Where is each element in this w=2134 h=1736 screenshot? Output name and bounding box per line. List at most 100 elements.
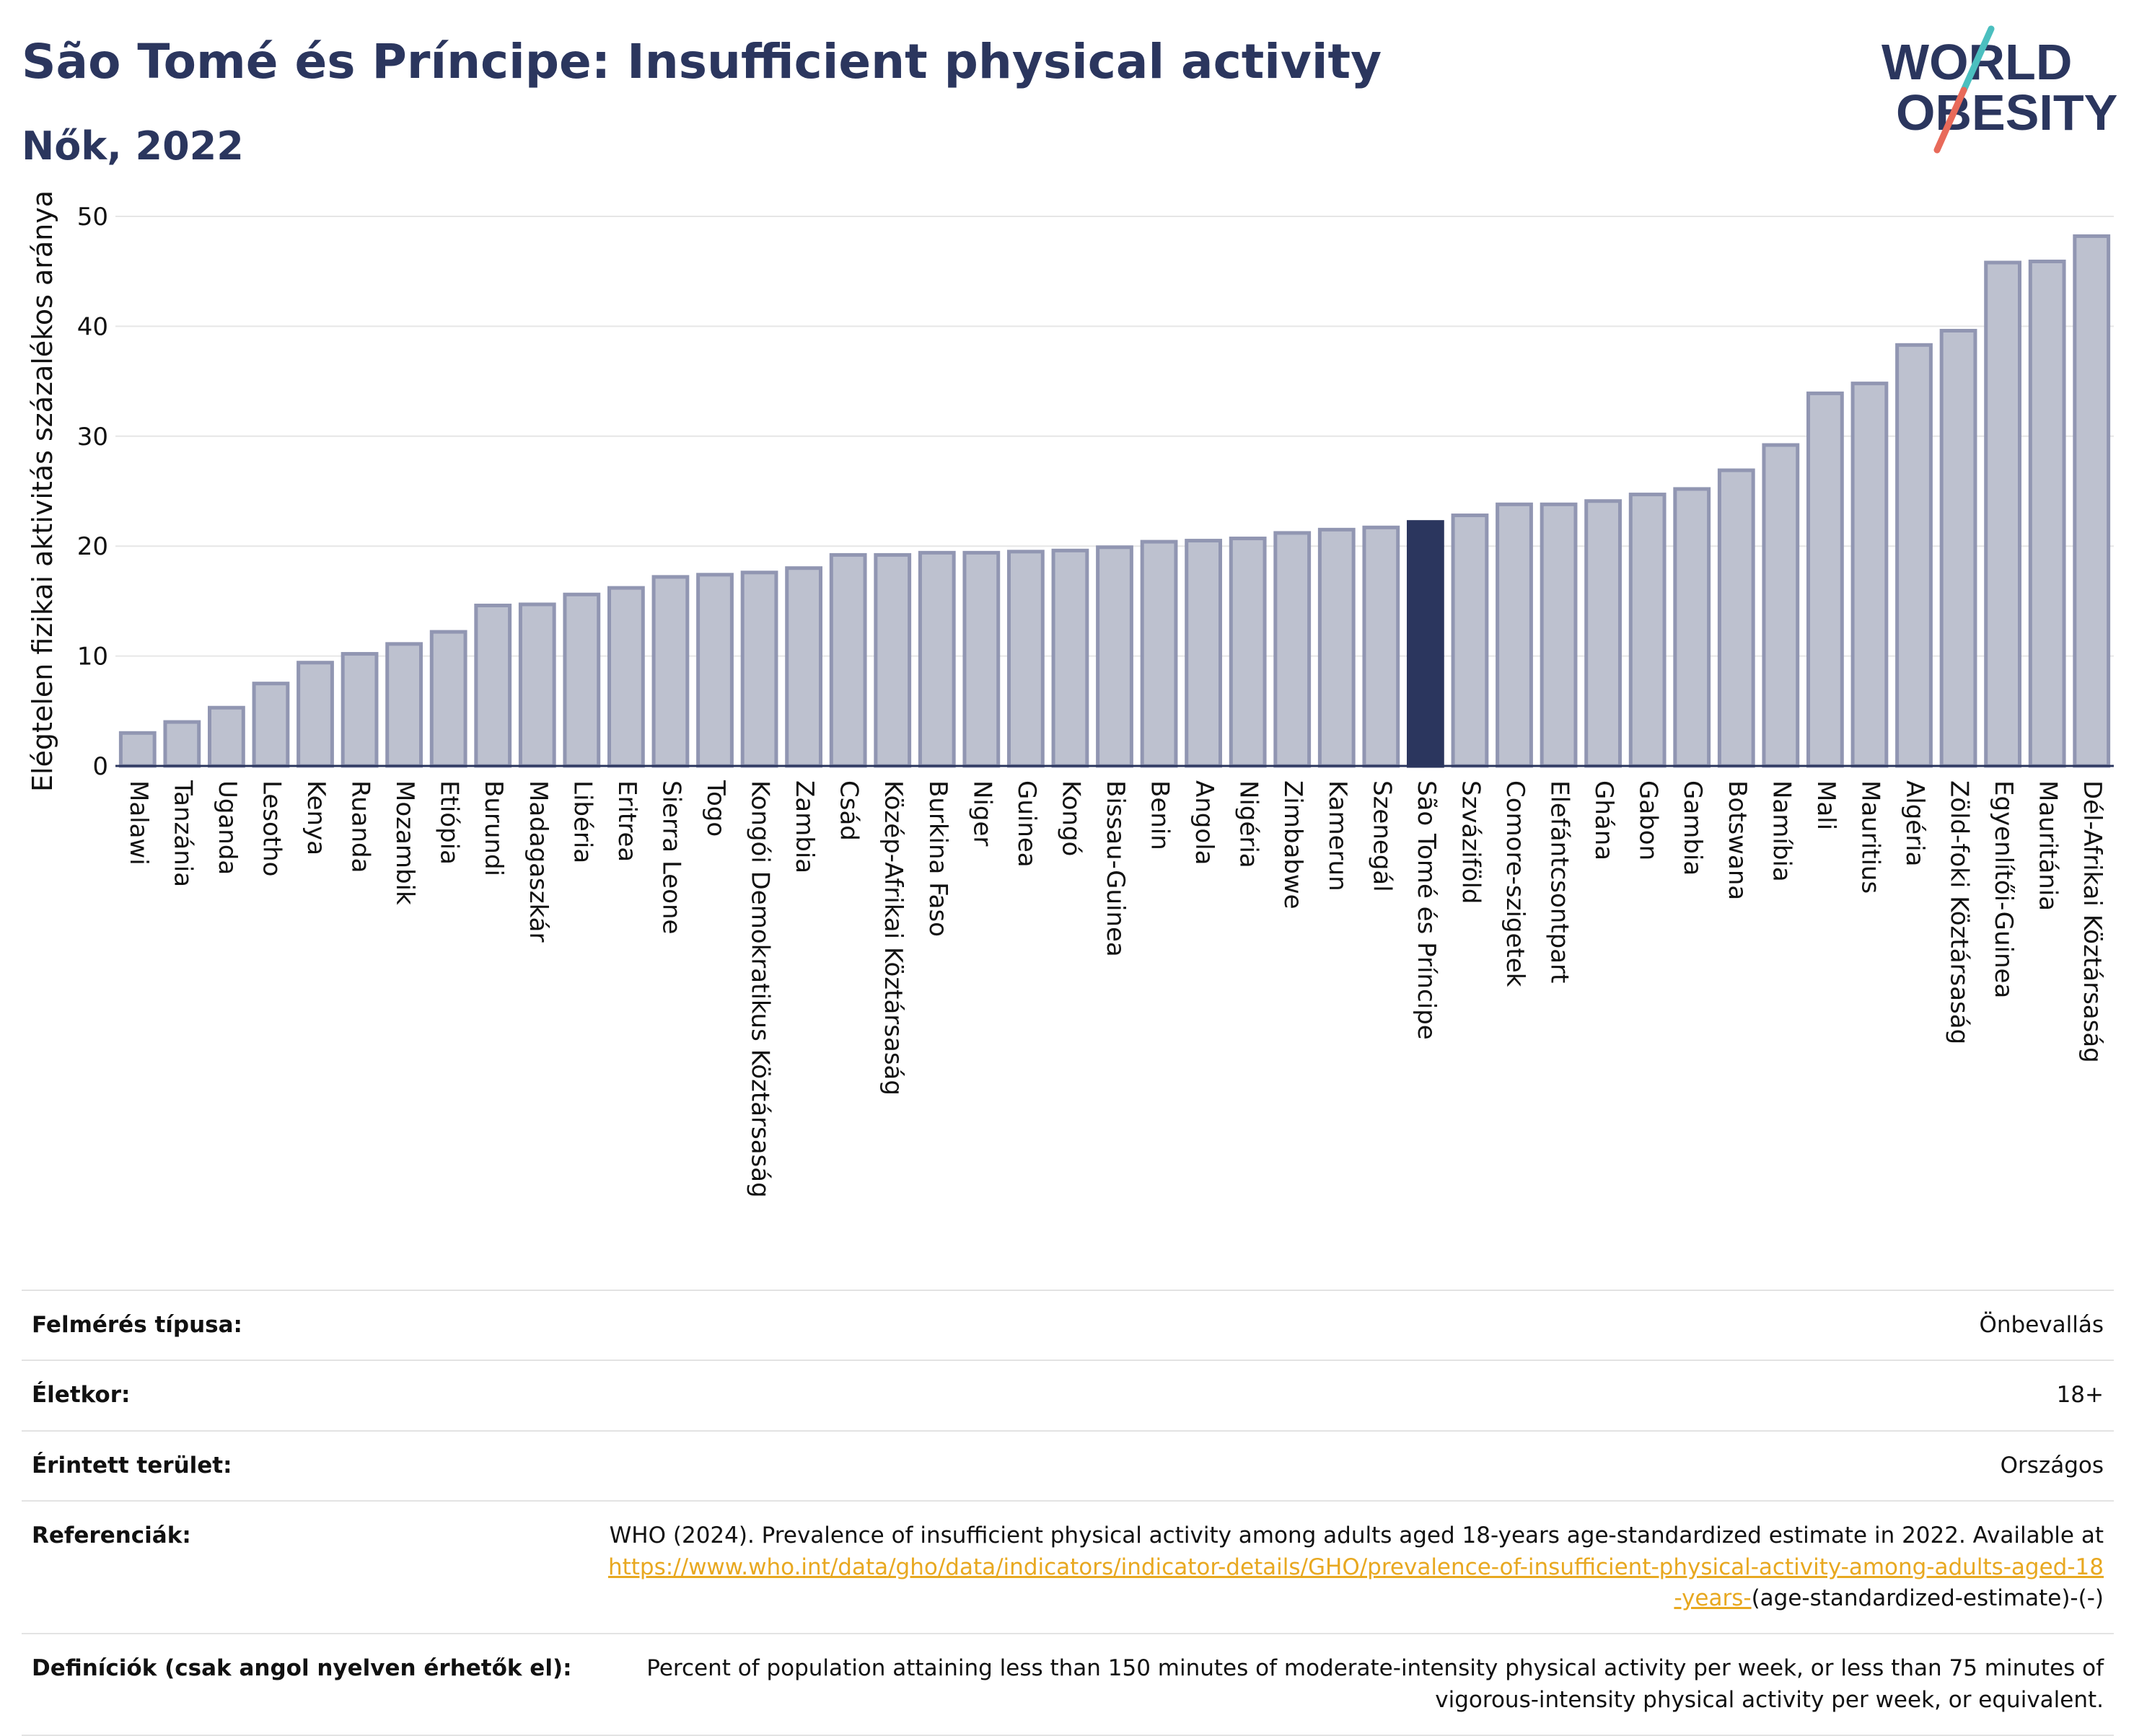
info-table: Felmérés típusa: Önbevallás Életkor: 18+… bbox=[22, 1289, 2114, 1736]
x-tick-label: Tanzánia bbox=[168, 780, 197, 887]
x-tick-label: Gambia bbox=[1678, 780, 1707, 876]
x-tick-label: Dél-Afrikai Köztársaság bbox=[2078, 780, 2107, 1063]
x-tick-label: Angola bbox=[1190, 780, 1219, 865]
x-tick-label: Madagaszkár bbox=[524, 780, 553, 942]
x-tick-label: Burkina Faso bbox=[923, 780, 952, 937]
bar bbox=[1051, 548, 1089, 768]
x-tick-label: Libéria bbox=[568, 780, 597, 863]
x-tick-label: Algéria bbox=[1900, 780, 1929, 866]
bar bbox=[1496, 502, 1533, 768]
x-tick-label: Niger bbox=[967, 780, 996, 846]
x-tick-label: Namíbia bbox=[1767, 780, 1796, 882]
bar bbox=[1096, 545, 1133, 768]
bar bbox=[1006, 550, 1045, 768]
bar bbox=[1939, 328, 1977, 768]
bar bbox=[607, 586, 645, 768]
x-tick-label: Mauritius bbox=[1856, 780, 1884, 894]
chart-title: São Tomé és Príncipe: Insufficient physi… bbox=[22, 34, 1382, 89]
bar bbox=[1984, 260, 2022, 768]
info-row-area: Érintett terület: Országos bbox=[22, 1429, 2114, 1502]
bar bbox=[1317, 527, 1356, 768]
y-tick-label: 50 bbox=[77, 203, 108, 232]
x-tick-label: Elefántcsontpart bbox=[1545, 780, 1574, 983]
x-tick-label: Comore-szigetek bbox=[1501, 780, 1529, 987]
x-tick-label: Szváziföld bbox=[1456, 780, 1485, 904]
bar bbox=[962, 550, 1001, 768]
x-tick-label: Zimbabwe bbox=[1278, 780, 1307, 909]
x-tick-label: Kenya bbox=[302, 780, 330, 855]
x-tick-label: Malawi bbox=[124, 780, 153, 865]
info-row-definitions: Definíciók (csak angol nyelven érhetők e… bbox=[22, 1633, 2114, 1736]
x-tick-label: Nigéria bbox=[1234, 780, 1263, 868]
x-tick-label: Ruanda bbox=[346, 780, 375, 873]
bar bbox=[2073, 234, 2111, 768]
x-tick-label: Benin bbox=[1146, 780, 1174, 850]
bar bbox=[1850, 382, 1889, 768]
bar bbox=[1540, 502, 1578, 768]
bar bbox=[1185, 539, 1223, 768]
x-tick-label: Bissau-Guinea bbox=[1101, 780, 1130, 957]
bar bbox=[563, 592, 601, 768]
bar bbox=[518, 602, 556, 768]
info-value: WHO (2024). Prevalence of insufficient p… bbox=[590, 1500, 2114, 1634]
x-tick-label: Közép-Afrikai Köztársaság bbox=[879, 780, 908, 1096]
bar bbox=[785, 566, 823, 768]
y-tick-label: 30 bbox=[77, 423, 108, 451]
x-tick-label: Zöld-foki Köztársaság bbox=[1945, 780, 1974, 1044]
x-tick-label: Szenegál bbox=[1367, 780, 1396, 892]
reference-text: WHO (2024). Prevalence of insufficient p… bbox=[609, 1523, 2104, 1549]
x-tick-label: Kongó bbox=[1056, 780, 1085, 856]
bar bbox=[874, 552, 912, 768]
info-row-references: Referenciák: WHO (2024). Prevalence of i… bbox=[22, 1500, 2114, 1634]
x-tick-label: Kamerun bbox=[1323, 780, 1352, 891]
bar bbox=[118, 731, 157, 768]
y-tick-label: 20 bbox=[77, 532, 108, 561]
y-tick-label: 10 bbox=[77, 643, 108, 671]
reference-link[interactable]: https://www.who.int/data/gho/data/indica… bbox=[607, 1554, 2104, 1611]
bar bbox=[1584, 499, 1623, 768]
info-row-age: Életkor: 18+ bbox=[22, 1360, 2114, 1431]
bar bbox=[1229, 537, 1267, 768]
info-label: Referenciák: bbox=[22, 1500, 590, 1634]
x-tick-label: Egyenlítői-Guinea bbox=[1989, 780, 2018, 998]
x-tick-label: Mauritánia bbox=[2034, 780, 2063, 911]
x-tick-label: Uganda bbox=[213, 780, 242, 875]
bar bbox=[385, 642, 423, 768]
x-tick-label: Togo bbox=[701, 780, 730, 837]
x-tick-label: Ghána bbox=[1589, 780, 1618, 860]
x-tick-label: Mozambik bbox=[390, 780, 419, 905]
bar bbox=[297, 661, 334, 768]
logo-slash-teal bbox=[1960, 25, 1995, 94]
bar bbox=[1451, 514, 1489, 768]
bar bbox=[1140, 539, 1178, 768]
bar bbox=[429, 630, 467, 768]
logo-text-line2: OBESITY bbox=[1896, 84, 2117, 141]
bar bbox=[2028, 259, 2066, 768]
info-row-survey-type: Felmérés típusa: Önbevallás bbox=[22, 1289, 2114, 1361]
info-value: Országos bbox=[590, 1429, 2114, 1502]
bar bbox=[1406, 520, 1444, 768]
bar bbox=[1273, 531, 1312, 768]
bar bbox=[918, 550, 956, 768]
bar bbox=[1895, 343, 1933, 768]
info-value: Önbevallás bbox=[590, 1289, 2114, 1361]
y-tick-label: 40 bbox=[77, 312, 108, 341]
info-value: Percent of population attaining less tha… bbox=[590, 1633, 2114, 1736]
info-label: Érintett terület: bbox=[22, 1429, 590, 1502]
bar bbox=[829, 552, 867, 768]
bar bbox=[696, 573, 734, 768]
y-tick-label: 0 bbox=[92, 752, 108, 781]
bar bbox=[207, 705, 245, 768]
bar bbox=[1673, 487, 1711, 768]
chart-subtitle: Nők, 2022 bbox=[22, 123, 244, 169]
y-axis-label: Elégtelen fizikai aktivitás százalékos a… bbox=[27, 190, 58, 792]
bar bbox=[1628, 493, 1667, 768]
info-label: Definíciók (csak angol nyelven érhetők e… bbox=[22, 1633, 590, 1736]
bar bbox=[1806, 391, 1844, 768]
x-tick-label: Csád bbox=[835, 780, 864, 841]
x-tick-label: Botswana bbox=[1723, 780, 1752, 900]
bar-chart: 0 10 20 30 40 50 Elégtelen fizikai aktivitás s… bbox=[27, 190, 2114, 1198]
bar bbox=[1362, 525, 1400, 768]
logo-slash-coral bbox=[1933, 87, 1967, 154]
bar bbox=[341, 652, 379, 768]
